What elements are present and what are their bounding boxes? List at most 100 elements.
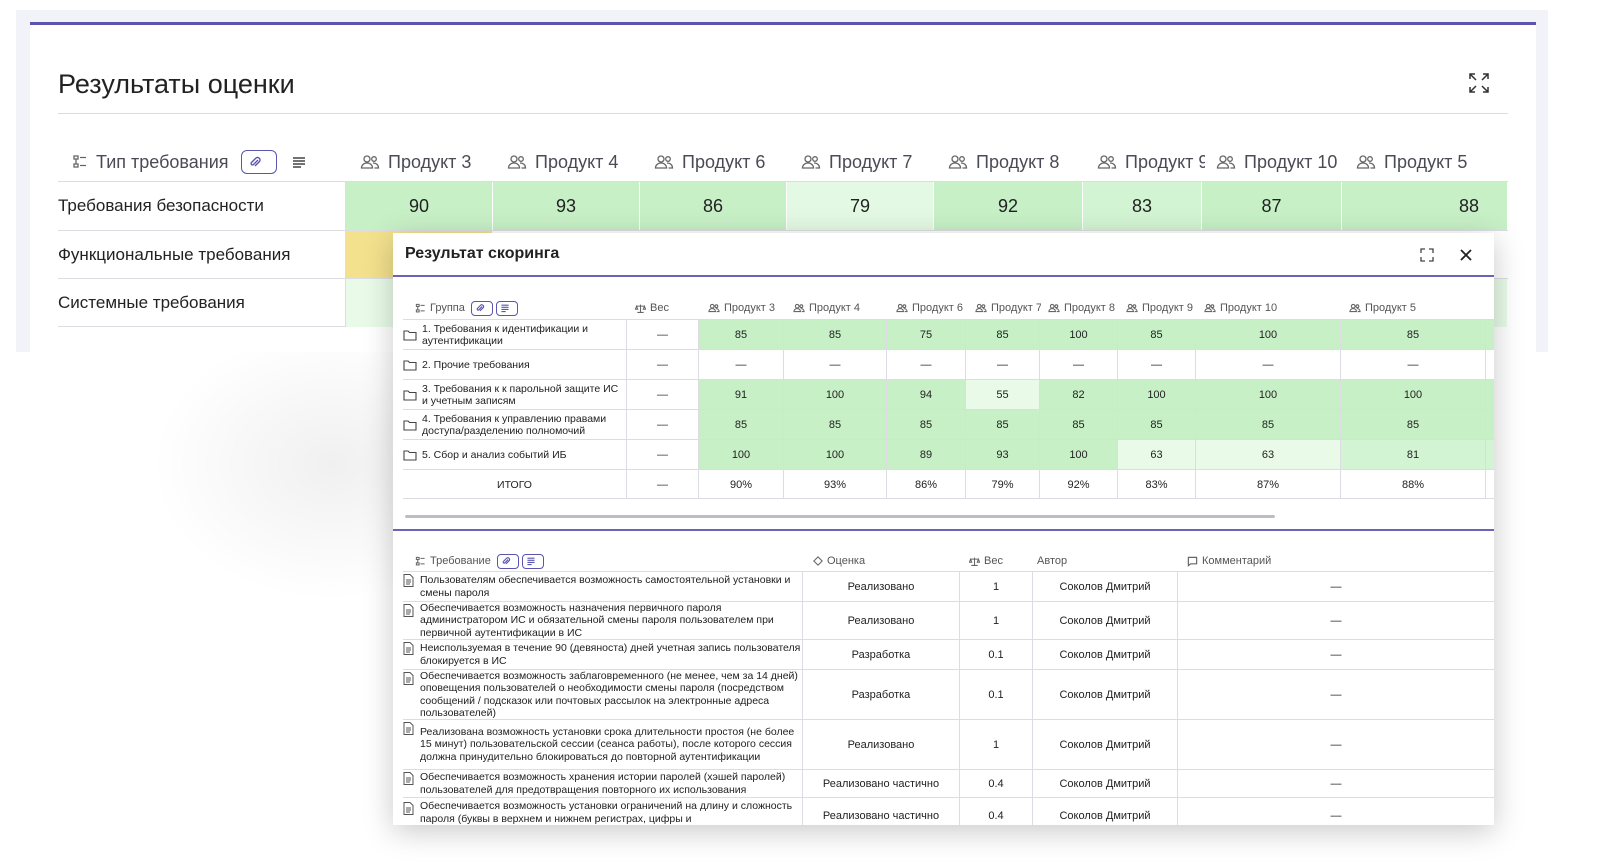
score-cell[interactable]: 55 [966,380,1040,409]
score-cell[interactable]: 100 [1341,380,1486,409]
lines-toggle[interactable] [495,300,518,316]
score-cell[interactable]: 100 [784,380,887,409]
score-cell[interactable]: — [1196,350,1341,379]
score-cell[interactable]: — [887,350,966,379]
score-value[interactable]: Реализовано [803,572,960,601]
score-cell[interactable]: 85 [1341,320,1486,349]
product-header[interactable]: Продукт 4 [793,297,893,319]
table-row[interactable]: 5. Сбор и анализ событий ИБ — 100 100 89… [403,439,1494,469]
score-cell[interactable]: 93 [493,182,640,230]
product-header[interactable]: Продукт 7 [801,143,941,181]
score-value[interactable]: Реализовано частично [803,770,960,797]
score-cell[interactable]: 85 [1118,410,1196,439]
score-cell[interactable]: 87 [1202,182,1342,230]
score-cell[interactable]: 100 [1118,380,1196,409]
score-cell[interactable]: 85 [966,410,1040,439]
score-cell[interactable]: 63 [1118,440,1196,469]
product-header[interactable]: Продукт 7 [975,297,1041,319]
product-header[interactable]: Продукт 8 [1048,297,1124,319]
product-header[interactable]: Продукт 5 [1356,143,1496,181]
score-cell[interactable]: 83 [1083,182,1202,230]
score-cell[interactable]: 88 [1342,182,1508,230]
score-value[interactable]: Разработка [803,670,960,719]
table-row[interactable]: Пользователям обеспечивается возможность… [403,571,1494,601]
product-header[interactable]: Продукт 6 [654,143,794,181]
score-cell[interactable]: 100 [784,440,887,469]
comment-value[interactable]: — [1330,580,1342,593]
comment-value[interactable]: — [1330,777,1342,790]
expand-icon[interactable] [1419,247,1435,263]
table-row[interactable]: 3. Требования к к парольной защите ИС и … [403,379,1494,409]
score-cell[interactable]: 90 [346,182,493,230]
table-row[interactable]: Реализована возможность установки срока … [403,719,1494,769]
score-cell[interactable]: 85 [699,410,784,439]
score-cell[interactable]: 100 [1040,320,1118,349]
score-cell[interactable]: 85 [1196,410,1341,439]
score-cell[interactable]: 93 [966,440,1040,469]
score-cell[interactable]: — [784,350,887,379]
lines-toggle[interactable] [521,553,544,569]
table-row[interactable]: 2. Прочие требования — — — — — — — — — [403,349,1494,379]
comment-value[interactable]: — [1330,614,1342,627]
product-header[interactable]: Продукт 9 [1097,143,1205,181]
comment-value[interactable]: — [1330,648,1342,661]
score-cell[interactable]: 82 [1040,380,1118,409]
attachment-toggle[interactable] [240,150,277,174]
table-row[interactable]: Обеспечивается возможность хранения исто… [403,769,1494,797]
score-value[interactable]: Реализовано [803,602,960,639]
product-header[interactable]: Продукт 3 [708,297,792,319]
score-cell[interactable]: 63 [1196,440,1341,469]
table-row[interactable]: Неиспользуемая в течение 90 (девяноста) … [403,639,1494,669]
product-header[interactable]: Продукт 8 [948,143,1088,181]
score-cell[interactable]: 94 [887,380,966,409]
score-cell[interactable]: 85 [1341,410,1486,439]
product-header[interactable]: Продукт 6 [896,297,974,319]
table-row[interactable]: Обеспечивается возможность установки огр… [403,797,1494,825]
product-header[interactable]: Продукт 5 [1349,297,1469,319]
comment-value[interactable]: — [1330,688,1342,701]
attachment-toggle[interactable] [496,553,519,569]
attachment-toggle[interactable] [470,300,493,316]
score-cell[interactable]: — [966,350,1040,379]
score-cell[interactable]: 75 [887,320,966,349]
expand-icon[interactable] [1467,71,1491,95]
score-cell[interactable]: 100 [1196,320,1341,349]
product-header[interactable]: Продукт 10 [1204,297,1324,319]
score-cell[interactable]: 81 [1341,440,1486,469]
product-header[interactable]: Продукт 4 [507,143,647,181]
score-cell[interactable]: 86 [640,182,787,230]
score-cell[interactable]: 85 [699,320,784,349]
score-cell[interactable]: 100 [699,440,784,469]
comment-value[interactable]: — [1330,738,1342,751]
product-header[interactable]: Продукт 10 [1216,143,1356,181]
score-cell[interactable]: 85 [887,410,966,439]
table-row[interactable]: Обеспечивается возможность заблаговремен… [403,669,1494,719]
score-value[interactable]: Реализовано [803,720,960,769]
score-cell[interactable]: — [1341,350,1486,379]
comment-value[interactable]: — [1330,810,1342,822]
score-cell[interactable]: — [1040,350,1118,379]
score-cell[interactable]: — [1118,350,1196,379]
product-header[interactable]: Продукт 9 [1126,297,1204,319]
score-cell[interactable]: 100 [1040,440,1118,469]
score-cell[interactable]: 85 [966,320,1040,349]
table-row[interactable]: 4. Требования к управлению правами досту… [403,409,1494,439]
score-cell[interactable]: 79 [787,182,934,230]
score-cell[interactable]: 85 [784,410,887,439]
product-header[interactable]: Продукт 3 [360,143,500,181]
score-cell[interactable]: 85 [1118,320,1196,349]
lines-icon[interactable] [291,155,315,169]
score-cell[interactable]: 85 [1040,410,1118,439]
score-value[interactable]: Реализовано частично [803,798,960,825]
score-cell[interactable]: 100 [1196,380,1341,409]
close-icon[interactable] [1457,246,1475,264]
horizontal-scrollbar[interactable] [405,515,1275,518]
score-cell[interactable]: 92 [934,182,1083,230]
score-cell[interactable]: 91 [699,380,784,409]
score-cell[interactable]: — [699,350,784,379]
table-row[interactable]: Требования безопасности 90 93 86 79 92 8… [58,181,1508,230]
table-row[interactable]: Обеспечивается возможность назначения пе… [403,601,1494,639]
score-cell[interactable]: 89 [887,440,966,469]
score-value[interactable]: Разработка [803,640,960,669]
table-row[interactable]: 1. Требования к идентификации и аутентиф… [403,319,1494,349]
